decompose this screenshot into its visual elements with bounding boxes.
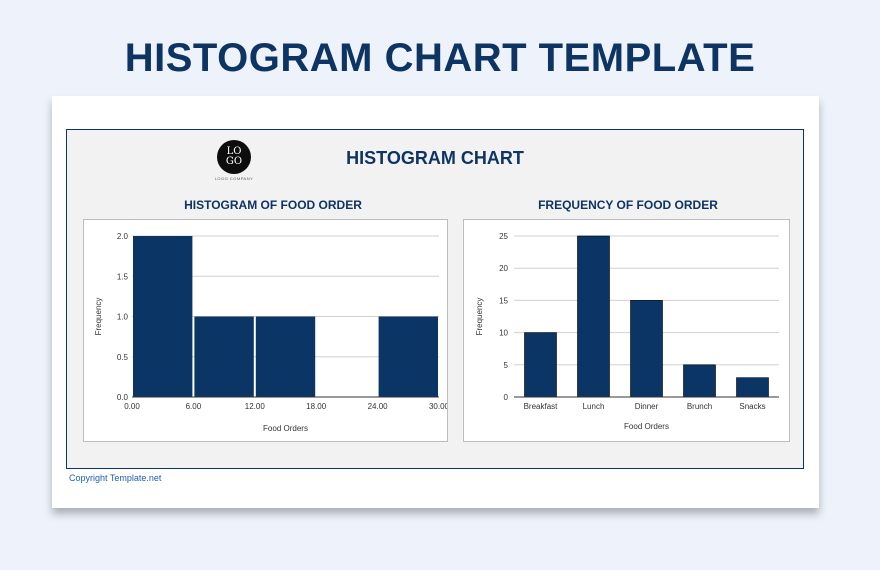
histogram-bar (378, 316, 438, 397)
histogram-y-tick-label: 2.0 (117, 232, 129, 241)
logo-text-line1: LO (226, 146, 242, 157)
histogram-chart: 0.0 0.5 1.0 1.5 2.0 0.00 6.00 12.00 18.00 24.00 30… (94, 232, 450, 433)
company-logo: LO GO (217, 140, 251, 174)
histogram-x-tick-label: 30.00 (429, 402, 447, 411)
frequency-category-label: Dinner (635, 402, 659, 411)
frequency-y-tick-label: 10 (499, 329, 508, 338)
frequency-bar (630, 300, 663, 398)
histogram-bar (133, 236, 193, 397)
frequency-y-tick-label: 25 (499, 232, 508, 241)
histogram-bar (194, 316, 254, 397)
histogram-x-tick-label: 12.00 (245, 402, 266, 411)
frequency-y-tick-label: 15 (499, 296, 508, 305)
template-sheet: LO GO LOGO COMPANY HISTOGRAM CHART HISTO… (52, 96, 819, 508)
frequency-y-tick-label: 20 (499, 264, 508, 273)
frequency-category-label: Snacks (739, 402, 765, 411)
histogram-y-axis-label: Frequency (94, 298, 103, 336)
frequency-y-axis-label: Frequency (475, 298, 484, 336)
histogram-x-tick-label: 18.00 (306, 402, 327, 411)
histogram-panel: 0.0 0.5 1.0 1.5 2.0 0.00 6.00 12.00 18.00 24.00 30… (83, 219, 450, 442)
frequency-bar (524, 332, 557, 398)
frequency-bar (683, 364, 716, 398)
histogram-x-tick-label: 24.00 (368, 402, 389, 411)
histogram-y-tick-label: 1.0 (117, 313, 129, 322)
frequency-bar (577, 235, 610, 398)
histogram-x-tick-label: 6.00 (186, 402, 202, 411)
frequency-bar (736, 377, 769, 398)
copyright-text: Copyright Template.net (69, 473, 162, 483)
frequency-panel: 0 5 10 15 20 25 Breakfast Lunch Dinner Brunch Snac… (463, 219, 790, 442)
frequency-y-tick-label: 0 (504, 393, 509, 402)
logo-company-name: LOGO COMPANY (214, 176, 254, 181)
frequency-chart-title: FREQUENCY OF FOOD ORDER (538, 198, 718, 212)
frequency-bar-chart: 0 5 10 15 20 25 Breakfast Lunch Dinner Brunch Snac… (475, 232, 779, 431)
histogram-x-tick-label: 0.00 (124, 402, 140, 411)
frequency-category-label: Brunch (687, 402, 712, 411)
histogram-y-tick-label: 1.5 (117, 272, 129, 281)
frequency-x-axis-label: Food Orders (624, 422, 669, 431)
page-title: HISTOGRAM CHART TEMPLATE (124, 36, 756, 80)
histogram-y-tick-label: 0.0 (117, 393, 129, 402)
histogram-title: HISTOGRAM OF FOOD ORDER (184, 198, 362, 212)
report-title: HISTOGRAM CHART (346, 148, 524, 168)
histogram-y-tick-label: 0.5 (117, 353, 129, 362)
logo-text-line2: GO (225, 156, 243, 167)
histogram-x-axis-label: Food Orders (263, 424, 308, 433)
frequency-category-label: Lunch (583, 402, 605, 411)
frequency-category-label: Breakfast (524, 402, 559, 411)
frequency-y-tick-label: 5 (504, 361, 509, 370)
report-frame: LO GO LOGO COMPANY HISTOGRAM CHART HISTO… (66, 129, 804, 469)
histogram-bar (255, 316, 316, 397)
